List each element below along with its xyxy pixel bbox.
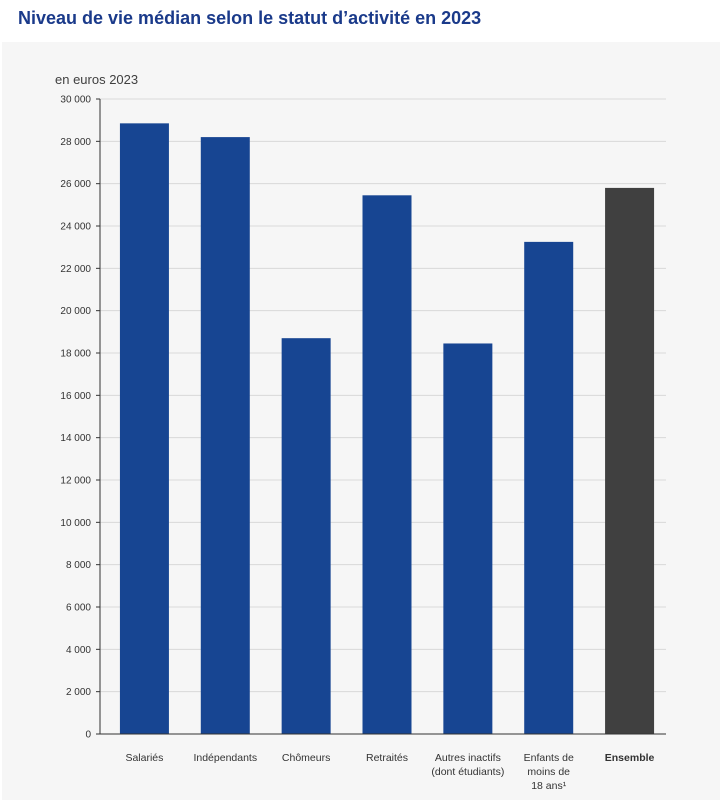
x-tick-label-line: 18 ans¹ [531,780,567,792]
x-tick-label-line: Ensemble [605,752,655,764]
y-tick-label: 8 000 [66,560,91,571]
bar [281,338,331,734]
x-tick-label-line: Retraités [366,752,408,764]
bar [200,137,250,735]
x-tick-label: Retraités [366,752,408,764]
x-tick-label-line: Salariés [125,752,163,764]
x-tick-label-line: Enfants de [524,752,574,764]
chart-title: Niveau de vie médian selon le statut d’a… [18,8,482,28]
x-tick-label-line: (dont étudiants) [431,766,504,778]
x-tick-label-line: Autres inactifs [435,752,501,764]
x-tick-label: Salariés [125,752,163,764]
x-tick-label: Chômeurs [282,752,330,764]
y-tick-label: 12 000 [60,476,91,487]
y-tick-label: 6 000 [66,603,91,614]
y-tick-label: 20 000 [60,306,91,317]
y-axis-unit-label: en euros 2023 [55,72,138,87]
bar [443,343,493,734]
x-tick-label: Autres inactifs (dont étudiants) [431,752,504,778]
y-tick-label: 16 000 [60,391,91,402]
y-tick-label: 30 000 [60,95,91,106]
x-tick-label: Ensemble [605,752,655,764]
bar [362,195,412,734]
bar [605,187,655,734]
bar [524,241,574,734]
y-tick-label: 18 000 [60,349,91,360]
y-tick-label: 24 000 [60,222,91,233]
x-tick-label-line: moins de [527,766,570,778]
y-tick-label: 22 000 [60,264,91,275]
y-tick-label: 26 000 [60,179,91,190]
y-tick-label: 2 000 [66,687,91,698]
y-tick-label: 14 000 [60,433,91,444]
x-tick-label: Enfants de moins de 18 ans¹ [524,752,574,792]
x-tick-label-line: Indépendants [193,752,257,764]
y-tick-label: 28 000 [60,137,91,148]
y-tick-label: 0 [85,730,91,741]
x-tick-label-line: Chômeurs [282,752,330,764]
y-tick-label: 4 000 [66,645,91,656]
x-tick-label: Indépendants [193,752,257,764]
y-tick-label: 10 000 [60,518,91,529]
bar [119,123,169,734]
